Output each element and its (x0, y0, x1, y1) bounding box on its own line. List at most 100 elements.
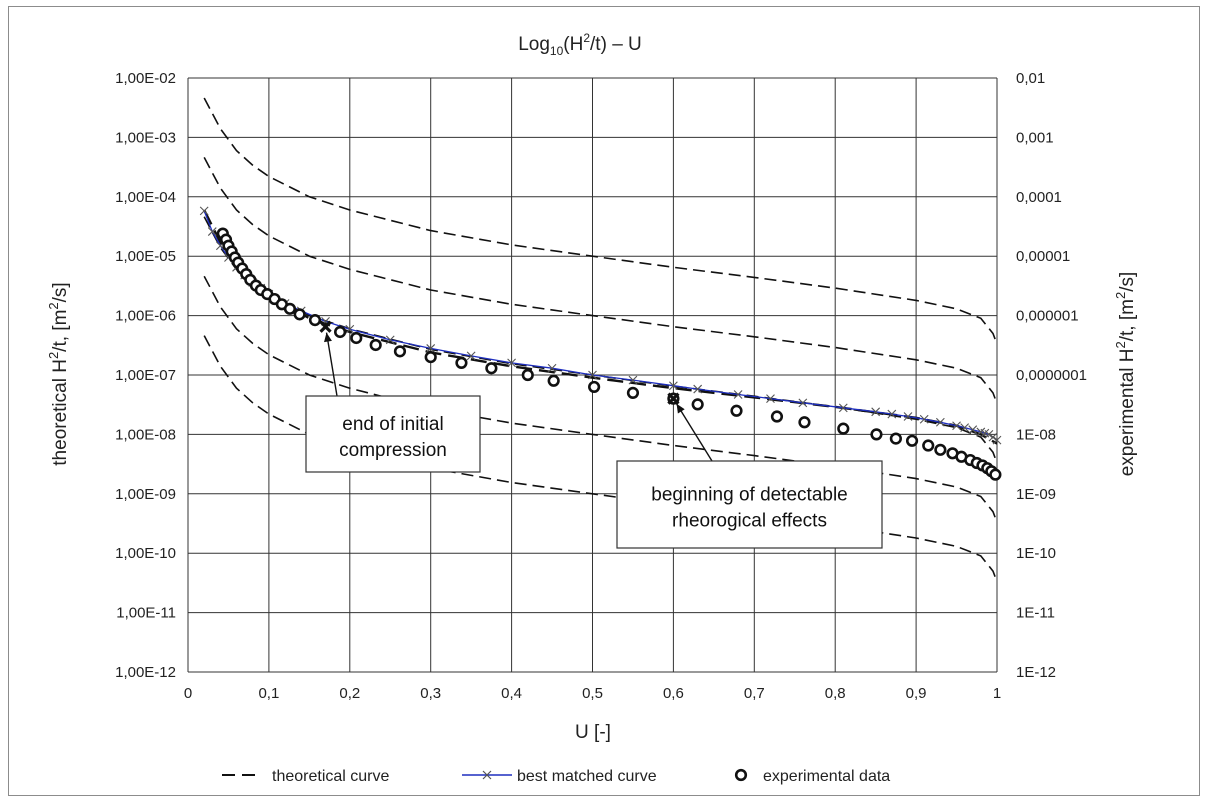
experimental-point (588, 380, 601, 394)
experimental-point (393, 345, 407, 358)
marked-point (319, 320, 332, 333)
experimental-point (934, 443, 947, 456)
x-tick-label: 0,5 (582, 685, 603, 702)
experimental-data (216, 227, 1002, 481)
y-tick-label-left: 1,00E-07 (115, 367, 176, 384)
y-tick-label-right: 0,01 (1016, 70, 1045, 87)
best-matched-point (507, 358, 516, 368)
experimental-point (626, 386, 640, 399)
marked-points (319, 320, 680, 405)
best-matched-point (903, 412, 913, 421)
experimental-point (870, 428, 883, 441)
annotation-box (305, 395, 481, 473)
y-tick-label-right: 0,00001 (1016, 248, 1070, 265)
best-matched-point (766, 394, 775, 404)
experimental-point (989, 468, 1002, 481)
best-matched-point (199, 206, 209, 216)
annotations: end of initial compression beginning of de… (305, 332, 883, 549)
best-matched-point (345, 324, 355, 334)
y-tick-label-left: 1,00E-02 (115, 70, 176, 87)
y-tick-label-left: 1,00E-10 (115, 545, 176, 562)
y-tick-label-left: 1,00E-04 (115, 189, 176, 206)
annotation-arrowhead (676, 403, 685, 414)
best-matched-point (693, 384, 703, 394)
experimental-point (837, 422, 850, 435)
x-tick-label: 0,9 (906, 685, 927, 702)
experimental-point (293, 308, 306, 321)
legend-label-best-matched: best matched curve (517, 768, 657, 785)
best-matched-point (669, 381, 678, 391)
theoretical-curve-line (203, 335, 998, 583)
legend-item-theoretical: theoretical curve (222, 768, 389, 785)
y-tick-label-right: 1E-08 (1016, 426, 1056, 443)
experimental-point (308, 313, 322, 327)
y-tick-label-right: 1E-11 (1016, 605, 1055, 622)
best-matched-point (547, 363, 557, 373)
x-tick-label: 0,2 (339, 685, 360, 702)
experimental-point (455, 356, 468, 369)
y-tick-label-right: 0,0001 (1016, 189, 1062, 206)
annotation-text: beginning of detectable (651, 485, 848, 506)
annotation-arrow-line (675, 403, 713, 462)
y-axis-left-title: theoretical H2/t, [m2/s] (46, 282, 71, 465)
best-matched-point (798, 398, 808, 408)
best-matched-point (838, 403, 848, 413)
experimental-point (691, 398, 704, 411)
x-tick-label: 0,7 (744, 685, 765, 702)
best-matched-point (733, 390, 743, 399)
theoretical-curve-line (203, 97, 998, 345)
y-tick-label-right: 0,001 (1016, 129, 1054, 146)
experimental-point (730, 404, 743, 417)
experimental-point (770, 410, 784, 423)
y-axis-right-title: experimental H2/t, [m2/s] (1113, 272, 1138, 477)
best-matched-point (466, 351, 476, 361)
y-tick-label-left: 1,00E-08 (115, 426, 176, 443)
annotation-arrowhead (324, 332, 332, 343)
experimental-point (333, 325, 347, 339)
best-matched-point (385, 335, 395, 345)
theoretical-curve-line (203, 275, 998, 523)
marked-point (667, 392, 680, 405)
y-tick-label-right: 0,000001 (1016, 308, 1079, 325)
y-tick-label-left: 1,00E-12 (115, 664, 176, 681)
best-matched-point (952, 421, 961, 431)
annotation-arrow-line (325, 332, 338, 397)
experimental-point (922, 439, 935, 452)
best-matched-point (588, 370, 597, 380)
best-matched-point (426, 344, 436, 353)
legend-label-theoretical: theoretical curve (272, 768, 389, 785)
y-tick-label-left: 1,00E-09 (115, 486, 176, 503)
best-matched-point (960, 423, 970, 433)
best-matched-point (968, 425, 978, 435)
legend: theoretical curve best matched curve exp… (222, 768, 890, 785)
x-tick-label: 0,4 (501, 685, 522, 702)
y-tick-label-right: 1E-12 (1016, 664, 1056, 681)
best-matched-point (871, 407, 881, 417)
experimental-point (798, 416, 811, 429)
y-tick-label-right: 1E-10 (1016, 545, 1056, 562)
y-tick-label-right: 1E-09 (1016, 486, 1056, 503)
experimental-point (547, 374, 560, 387)
y-tick-label-left: 1,00E-03 (115, 129, 176, 146)
experimental-point (485, 362, 498, 375)
experimental-point (283, 302, 297, 315)
annotation-text: rheorogical effects (672, 511, 827, 532)
x-tick-label: 0,6 (663, 685, 684, 702)
legend-item-experimental: experimental data (734, 768, 890, 785)
chart-title: Log10(H2/t) – U (518, 31, 642, 58)
best-matched-point (919, 414, 929, 424)
x-tick-label: 0 (184, 685, 192, 702)
x-tick-label: 1 (993, 685, 1001, 702)
x-tick-label: 0,3 (420, 685, 441, 702)
x-tick-label: 0,1 (258, 685, 279, 702)
annotation-box (616, 460, 883, 549)
y-tick-label-left: 1,00E-05 (115, 248, 176, 265)
best-matched-point (935, 417, 945, 427)
best-matched-point (887, 409, 897, 419)
annotation-text: end of initial (342, 414, 443, 435)
legend-label-experimental: experimental data (763, 768, 890, 785)
experimental-point (905, 434, 919, 447)
best-matched-point (628, 375, 638, 385)
legend-item-best-matched: best matched curve (462, 768, 657, 785)
